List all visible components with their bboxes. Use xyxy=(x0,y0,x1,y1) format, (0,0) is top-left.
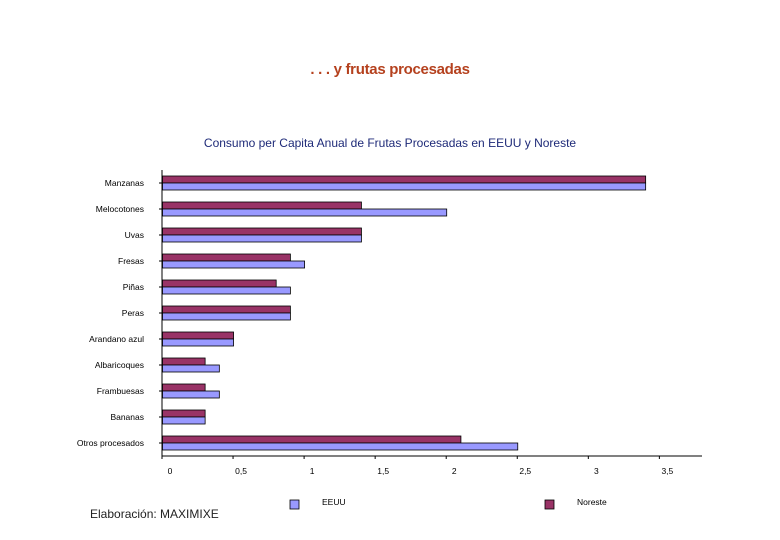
bar-noreste-8 xyxy=(162,383,206,392)
bar-noreste-10 xyxy=(162,435,462,444)
x-tick-label: 2 xyxy=(452,466,457,476)
bar-noreste-1 xyxy=(162,201,362,210)
bar-eeuu-2 xyxy=(162,234,362,243)
bar-eeuu-0 xyxy=(162,182,647,191)
x-tick-label: 2,5 xyxy=(519,466,531,476)
bar-noreste-4 xyxy=(162,279,277,288)
bar-eeuu-8 xyxy=(162,390,220,399)
category-label: Fresas xyxy=(118,256,144,266)
category-label: Uvas xyxy=(125,230,144,240)
bar-eeuu-4 xyxy=(162,286,291,295)
x-tick-label: 0 xyxy=(168,466,173,476)
category-label: Otros procesados xyxy=(77,438,144,448)
bar-eeuu-3 xyxy=(162,260,306,269)
x-tick-labels: 0 0,5 1 1,5 2 2,5 3 3,5 xyxy=(168,466,674,476)
legend-label-eeuu: EEUU xyxy=(322,497,346,507)
legend-swatch-eeuu xyxy=(289,499,300,510)
category-label: Melocotones xyxy=(96,204,144,214)
chart-title: Consumo per Capita Anual de Frutas Proce… xyxy=(203,136,577,150)
bar-noreste-2 xyxy=(162,227,362,236)
category-label: Bananas xyxy=(110,412,144,422)
category-label: Piñas xyxy=(123,282,144,292)
category-label: Arandano azul xyxy=(89,334,144,344)
footer-note: Elaboración: MAXIMIXE xyxy=(90,507,219,521)
legend-label-noreste: Noreste xyxy=(577,497,607,507)
bar-eeuu-6 xyxy=(162,338,234,347)
bar-eeuu-5 xyxy=(162,312,291,321)
bar-noreste-9 xyxy=(162,409,206,418)
bar-eeuu-10 xyxy=(162,442,519,451)
x-tick-label: 0,5 xyxy=(235,466,247,476)
category-label: Frambuesas xyxy=(97,386,144,396)
bars xyxy=(162,175,647,451)
axes xyxy=(159,170,702,459)
bar-noreste-0 xyxy=(162,175,647,184)
legend: EEUU Noreste xyxy=(289,497,607,510)
bar-noreste-3 xyxy=(162,253,291,262)
x-tick-label: 1 xyxy=(310,466,315,476)
category-label: Peras xyxy=(122,308,144,318)
legend-swatch-noreste xyxy=(544,499,555,510)
category-label: Manzanas xyxy=(105,178,144,188)
category-label: Albaricoques xyxy=(95,360,144,370)
bar-eeuu-7 xyxy=(162,364,220,373)
bar-noreste-7 xyxy=(162,357,206,366)
x-tick-label: 3 xyxy=(594,466,599,476)
category-labels: Manzanas Melocotones Uvas Fresas Piñas Peras A… xyxy=(77,178,144,448)
x-tick-label: 3,5 xyxy=(661,466,673,476)
x-tick-label: 1,5 xyxy=(377,466,389,476)
bar-noreste-6 xyxy=(162,331,234,340)
slide-title: . . . y frutas procesadas xyxy=(310,61,470,78)
bar-eeuu-9 xyxy=(162,416,206,425)
bar-eeuu-1 xyxy=(162,208,448,217)
bar-noreste-5 xyxy=(162,305,291,314)
